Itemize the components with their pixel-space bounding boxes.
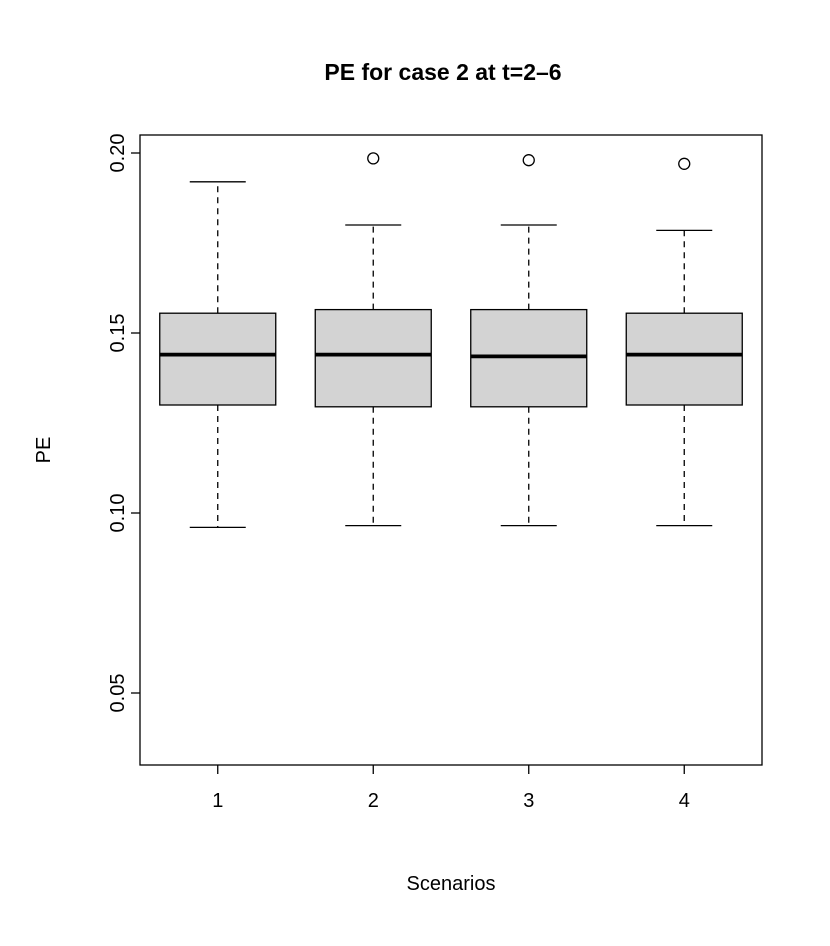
y-axis-ticks: 0.05 0.10 0.15 0.20 — [107, 134, 140, 713]
box-group-1 — [159, 181, 277, 529]
iqr-box — [159, 312, 277, 406]
x-axis-title: Scenarios — [407, 873, 496, 895]
x-tick-label: 2 — [368, 790, 379, 812]
iqr-box — [625, 312, 743, 406]
box-group-2 — [314, 152, 432, 527]
iqr-box — [314, 308, 432, 408]
boxplot-series — [159, 152, 743, 529]
plot-area-border — [139, 134, 763, 766]
box-group-3 — [470, 154, 588, 527]
x-tick-label: 3 — [523, 790, 534, 812]
box-group-4 — [625, 157, 743, 527]
y-axis-title: PE — [33, 437, 55, 464]
x-tick-label: 4 — [679, 790, 690, 812]
y-tick-label: 0.10 — [107, 494, 129, 533]
x-tick-label: 1 — [212, 790, 223, 812]
x-axis-ticks: 1 2 3 4 — [212, 765, 690, 812]
y-tick-label: 0.20 — [107, 134, 129, 173]
y-tick-label: 0.05 — [107, 674, 129, 713]
outlier-point — [522, 154, 535, 167]
chart-title: PE for case 2 at t=2–6 — [324, 59, 561, 85]
outlier-point — [678, 157, 691, 170]
y-tick-label: 0.15 — [107, 314, 129, 353]
outlier-point — [367, 152, 380, 165]
